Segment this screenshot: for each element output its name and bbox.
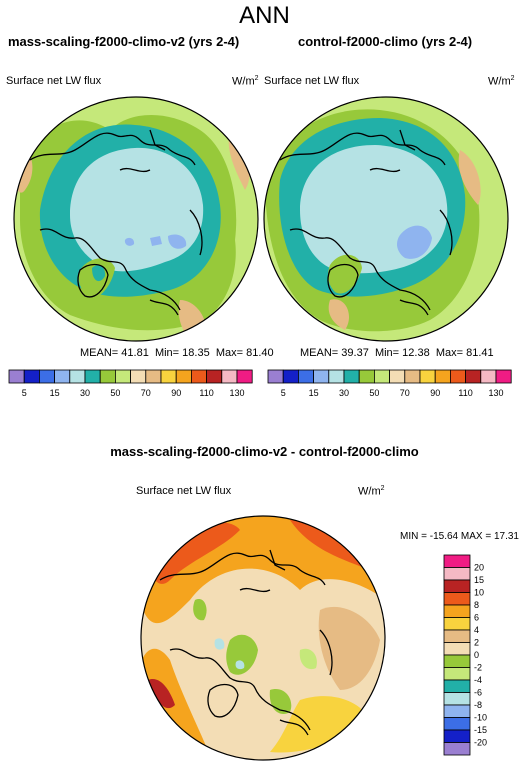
colorbar-difference-label: 20	[474, 563, 484, 573]
colorbar-difference-label: 4	[474, 625, 479, 635]
colorbar-panel2-swatch	[328, 369, 345, 384]
colorbar-panel1-swatch	[115, 369, 132, 384]
colorbar-difference-swatch	[443, 729, 471, 743]
colorbar-difference-label: 10	[474, 588, 484, 598]
colorbar-panel2-swatch	[495, 369, 512, 384]
colorbar-panel1-label: 5	[22, 388, 27, 398]
panel2-variable: Surface net LW flux	[264, 75, 360, 87]
colorbar-difference-swatch	[443, 567, 471, 581]
colorbar-panel2-swatch	[343, 369, 360, 384]
colorbar-panel2-swatch	[358, 369, 375, 384]
colorbar-difference-swatch	[443, 642, 471, 656]
colorbar-difference-swatch	[443, 742, 471, 756]
colorbar-panel1-swatch	[8, 369, 25, 384]
colorbar-panel1-swatch	[99, 369, 116, 384]
colorbar-panel2: 5 15 30 50 70 90 110 130	[267, 369, 512, 398]
panel3-map	[141, 516, 385, 760]
colorbar-panel1-swatch	[69, 369, 86, 384]
colorbar-difference-label: -2	[474, 663, 482, 673]
colorbar-difference-label: -20	[474, 738, 487, 748]
colorbar-panel1-swatch	[206, 369, 223, 384]
colorbar-difference-swatch	[443, 592, 471, 606]
colorbar-panel1-label: 90	[171, 388, 181, 398]
colorbar-panel1-swatch	[130, 369, 147, 384]
colorbar-panel2-label: 90	[430, 388, 440, 398]
panel3-units: W/m2	[358, 485, 385, 498]
colorbar-panel2-label: 50	[369, 388, 379, 398]
colorbar-panel2-label: 110	[458, 388, 472, 398]
colorbar-difference-label: -10	[474, 713, 487, 723]
colorbar-panel2-swatch	[404, 369, 421, 384]
colorbar-difference-swatch	[443, 579, 471, 593]
panel1-units: W/m2	[232, 75, 259, 88]
colorbar-panel2-label: 130	[488, 388, 503, 398]
colorbar-difference-label: -4	[474, 675, 482, 685]
panel3-title: mass-scaling-f2000-climo-v2 - control-f2…	[110, 444, 419, 459]
colorbar-panel2-swatch	[313, 369, 330, 384]
colorbar-difference-swatch	[443, 679, 471, 693]
colorbar-difference-swatch	[443, 629, 471, 643]
panel2-title: control-f2000-climo (yrs 2-4)	[298, 34, 473, 49]
colorbar-panel2-swatch	[373, 369, 390, 384]
colorbar-panel1-swatch	[39, 369, 56, 384]
colorbar-panel1-swatch	[23, 369, 40, 384]
colorbar-panel1-swatch	[236, 369, 253, 384]
colorbar-panel2-label: 5	[281, 388, 286, 398]
colorbar-difference-swatch	[443, 554, 471, 568]
colorbar-panel2-swatch	[267, 369, 284, 384]
colorbar-panel2-swatch	[297, 369, 314, 384]
panel3-variable: Surface net LW flux	[136, 485, 232, 497]
colorbar-panel2-swatch	[282, 369, 299, 384]
colorbar-difference-label: 2	[474, 638, 479, 648]
colorbar-panel2-swatch	[449, 369, 466, 384]
colorbar-panel1-swatch	[54, 369, 71, 384]
colorbar-panel2-label: 15	[309, 388, 319, 398]
colorbar-difference-label: 6	[474, 613, 479, 623]
panel2-stats: MEAN= 39.37 Min= 12.38 Max= 81.41	[300, 347, 494, 359]
panel2-units: W/m2	[488, 75, 515, 88]
colorbar-panel2-label: 30	[339, 388, 349, 398]
colorbar-difference-swatch	[443, 617, 471, 631]
colorbar-panel1-swatch	[221, 369, 238, 384]
colorbar-difference-label: 0	[474, 650, 479, 660]
colorbar-difference-label: -8	[474, 700, 482, 710]
panel3-stats: MIN = -15.64 MAX = 17.31	[400, 531, 519, 542]
colorbar-panel1-label: 50	[110, 388, 120, 398]
colorbar-difference-label: -6	[474, 688, 482, 698]
colorbar-panel1: 5 15 30 50 70 90 110 130	[8, 369, 253, 398]
colorbar-panel1-label: 15	[50, 388, 60, 398]
colorbar-panel1-swatch	[160, 369, 177, 384]
colorbar-difference-swatch	[443, 604, 471, 618]
colorbar-panel1-label: 110	[199, 388, 213, 398]
colorbar-difference-swatch	[443, 717, 471, 731]
colorbar-panel1-label: 130	[229, 388, 244, 398]
colorbar-panel2-label: 70	[400, 388, 410, 398]
colorbar-panel1-swatch	[84, 369, 101, 384]
panel1-map	[14, 97, 258, 341]
colorbar-panel1-swatch	[145, 369, 162, 384]
colorbar-panel1-swatch	[175, 369, 192, 384]
colorbar-difference-swatch	[443, 654, 471, 668]
colorbar-difference-swatch	[443, 704, 471, 718]
colorbar-difference-label: 15	[474, 575, 484, 585]
colorbar-panel2-swatch	[465, 369, 482, 384]
colorbar-panel2-swatch	[434, 369, 451, 384]
colorbar-panel2-swatch	[480, 369, 497, 384]
colorbar-panel1-label: 70	[141, 388, 151, 398]
panel1-title: mass-scaling-f2000-climo-v2 (yrs 2-4)	[8, 34, 240, 49]
colorbar-panel2-swatch	[389, 369, 406, 384]
panel1-variable: Surface net LW flux	[6, 75, 102, 87]
colorbar-difference-label: -15	[474, 725, 487, 735]
figure-title: ANN	[239, 2, 290, 29]
colorbar-difference-label: 8	[474, 600, 479, 610]
colorbar-difference-swatch	[443, 667, 471, 681]
panel2-map	[264, 97, 508, 341]
colorbar-panel2-swatch	[419, 369, 436, 384]
colorbar-panel1-swatch	[190, 369, 207, 384]
colorbar-panel1-label: 30	[80, 388, 90, 398]
colorbar-difference-swatch	[443, 692, 471, 706]
panel1-stats: MEAN= 41.81 Min= 18.35 Max= 81.40	[80, 347, 274, 359]
